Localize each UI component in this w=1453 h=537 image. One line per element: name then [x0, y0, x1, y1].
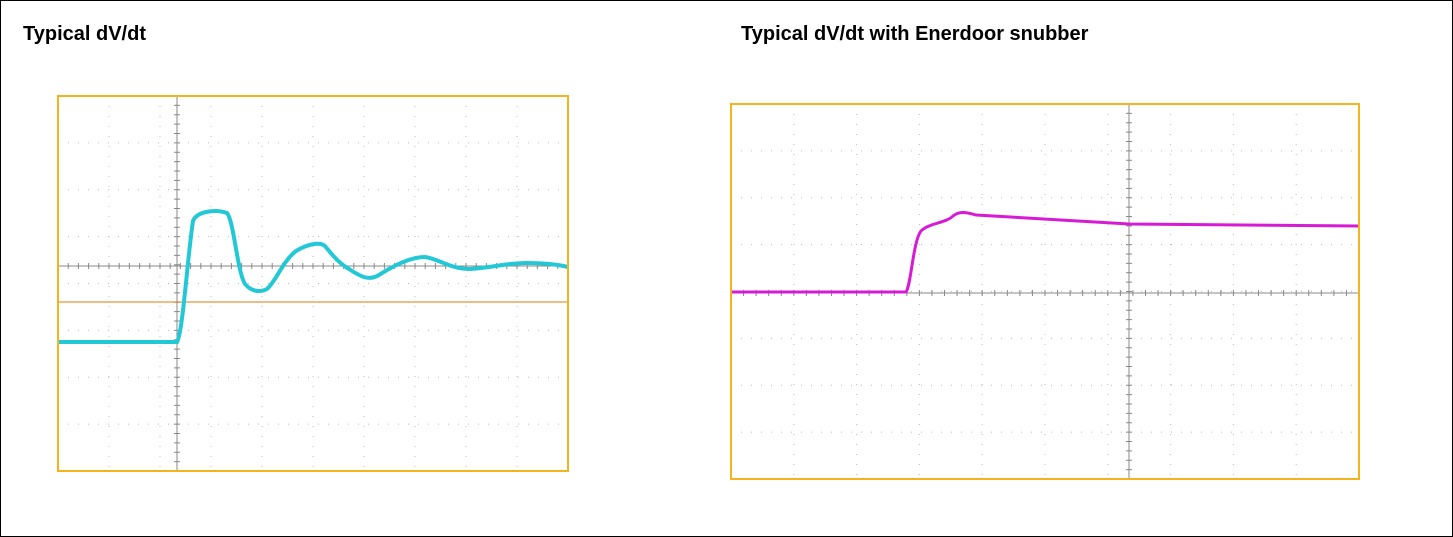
right-title: Typical dV/dt with Enerdoor snubber	[741, 23, 1089, 45]
grids	[57, 95, 1360, 480]
trace-left	[58, 209, 569, 344]
trace-right	[731, 211, 1360, 294]
scope-frame-left	[57, 95, 569, 472]
scope-frame-right	[730, 103, 1360, 480]
left-title: Typical dV/dt	[23, 23, 146, 45]
